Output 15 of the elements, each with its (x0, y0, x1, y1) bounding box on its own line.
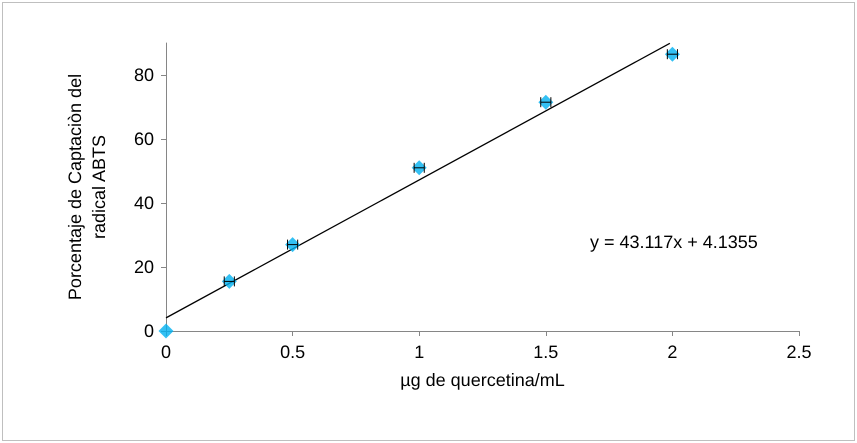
y-tick-label: 0 (144, 321, 154, 341)
annotation: y = 43.117x + 4.1355 (590, 232, 758, 252)
x-tick-label: 1.5 (533, 342, 558, 362)
y-tick-label: 20 (134, 257, 154, 277)
point (158, 324, 174, 338)
y-axis-title: Porcentaje de Captaciòn del radical ABTS (65, 74, 109, 300)
x-tick-label: 1 (414, 342, 424, 362)
y-tick-label: 80 (134, 65, 154, 85)
x-tick-label: 2.5 (786, 342, 812, 362)
y-tick-label: 40 (134, 193, 154, 213)
x-axis-title: µg de quercetina/mL (400, 370, 565, 390)
y-tick-label: 60 (134, 129, 154, 149)
x-tick-label: 2 (667, 342, 678, 362)
x-tick-label: 0 (160, 342, 172, 362)
x-tick-label: 0.5 (280, 342, 306, 362)
